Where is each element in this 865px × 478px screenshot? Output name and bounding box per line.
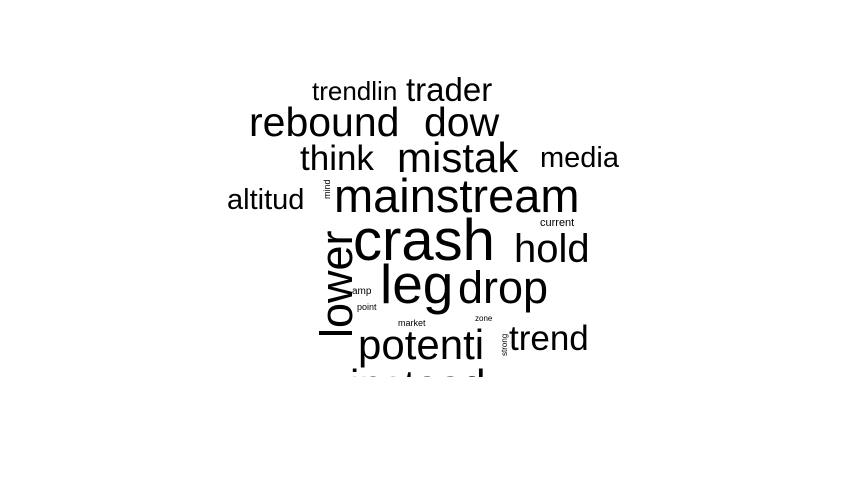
word-zone: zone (475, 314, 493, 323)
word-media: media (540, 142, 619, 174)
word-instead: instead (350, 364, 485, 378)
word-cloud-plot-area: trendlin trader rebound dow think mistak… (227, 71, 619, 378)
word-hold: hold (514, 227, 590, 271)
word-current: current (540, 217, 575, 229)
word-crash: crash (353, 208, 495, 273)
word-trader: trader (406, 71, 493, 108)
word-point: point (357, 302, 377, 312)
word-rebound: rebound (249, 99, 400, 145)
word-potenti: potenti (358, 321, 485, 368)
word-drop: drop (458, 262, 549, 313)
word-dow: dow (424, 99, 500, 145)
word-amp: amp (352, 286, 372, 297)
word-trendlin: trendlin (312, 76, 398, 106)
word-mistak: mistak (397, 134, 519, 181)
word-leg: leg (380, 253, 454, 315)
word-trend: trend (509, 319, 589, 358)
word-mainstream: mainstream (334, 169, 580, 222)
word-strong: strong (500, 333, 509, 356)
word-market: market (398, 318, 426, 328)
word-mind: mind (322, 179, 332, 199)
word-think: think (300, 139, 374, 178)
word-altitud: altitud (227, 184, 305, 216)
